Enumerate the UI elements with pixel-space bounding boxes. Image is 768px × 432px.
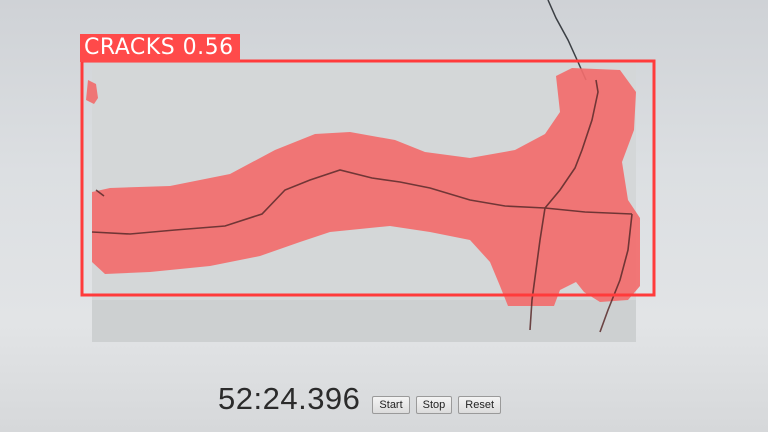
detection-label: CRACKS 0.56	[80, 34, 240, 62]
detection-score: 0.56	[182, 35, 234, 60]
detection-class: CRACKS	[84, 35, 176, 60]
detection-bounding-box	[80, 59, 656, 297]
start-button[interactable]: Start	[372, 396, 410, 414]
reset-button[interactable]: Reset	[458, 396, 502, 414]
stopwatch-time: 52:24.396	[218, 381, 361, 416]
stopwatch: 52:24.396 Start Stop Reset	[218, 378, 502, 420]
crack-lines	[91, 79, 633, 333]
crack-segmentation-mask	[86, 68, 640, 306]
background-crack	[547, 0, 587, 81]
stop-button[interactable]: Stop	[415, 396, 453, 414]
